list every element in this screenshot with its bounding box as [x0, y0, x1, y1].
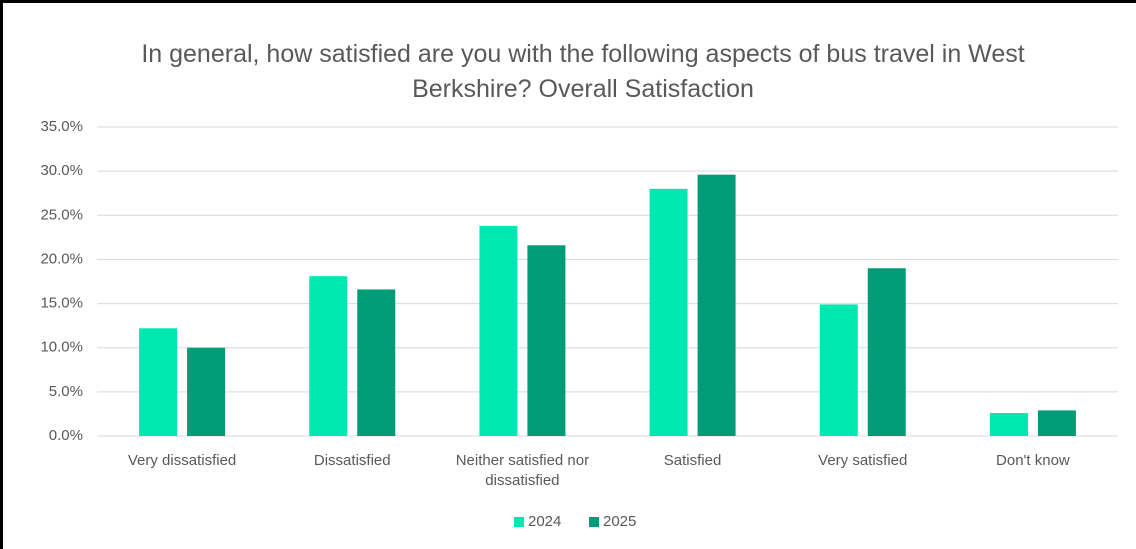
bar [697, 174, 736, 436]
y-tick-label: 15.0% [40, 295, 83, 312]
bar [989, 413, 1028, 436]
x-tick-label: Very dissatisfied [127, 452, 237, 469]
legend-label: 2024 [528, 513, 561, 530]
x-tick-label: Dissatisfied [313, 452, 391, 469]
bar [187, 347, 226, 436]
x-tick-label: Don't know [996, 452, 1070, 469]
x-tick-label: Satisfied [663, 452, 722, 469]
bar [309, 276, 348, 436]
bar [139, 328, 178, 436]
bar [479, 225, 518, 436]
legend-swatch [589, 517, 599, 527]
y-tick-label: 20.0% [40, 250, 83, 267]
x-tick-label: Very satisfied [818, 452, 908, 469]
y-tick-label: 30.0% [40, 162, 83, 179]
y-tick-label: 10.0% [40, 339, 83, 356]
y-tick-label: 0.0% [49, 427, 83, 444]
bar [527, 245, 566, 436]
legend-swatch [514, 517, 524, 527]
chart: 0.0% 5.0% 10.0% 15.0% 20.0% 25.0% 30.0% 35.0% 20… [40, 118, 1118, 530]
y-tick-label: 25.0% [40, 206, 83, 223]
y-tick-label: 5.0% [49, 383, 83, 400]
legend-label: 2025 [603, 513, 636, 530]
bar [649, 188, 688, 436]
x-tick-label: Neither satisfied nor dissatisfied [455, 452, 590, 489]
bar [819, 304, 858, 436]
bar [1037, 410, 1076, 436]
chart-title: In general, how satisfied are you with t… [141, 40, 1025, 103]
bar [357, 289, 396, 436]
bar [867, 268, 906, 436]
y-tick-label: 35.0% [40, 118, 83, 135]
